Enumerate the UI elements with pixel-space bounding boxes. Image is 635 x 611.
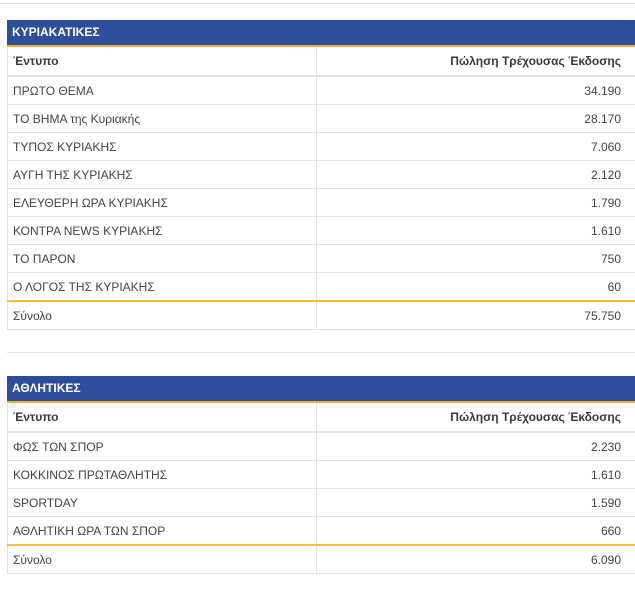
- total-value: 6.090: [316, 544, 635, 574]
- paper-name: SPORTDAY: [7, 488, 317, 517]
- table-row: ΕΛΕΥΘΕΡΗ ΩΡΑ ΚΥΡΙΑΚΗΣ 1.790: [7, 188, 635, 217]
- total-label: Σύνολο: [7, 544, 317, 574]
- paper-sales: 7.060: [316, 132, 635, 161]
- paper-name: ΑΥΓΗ ΤΗΣ ΚΥΡΙΑΚΗΣ: [7, 160, 317, 189]
- paper-name: ΤΟ ΠΑΡΟΝ: [7, 244, 317, 273]
- paper-sales: 1.790: [316, 188, 635, 217]
- section-title: ΑΘΛΗΤΙΚΕΣ: [7, 376, 635, 403]
- table-row: Ο ΛΟΓΟΣ ΤΗΣ ΚΥΡΙΑΚΗΣ 60: [7, 272, 635, 302]
- paper-name: ΑΘΛΗΤΙΚΗ ΩΡΑ ΤΩΝ ΣΠΟΡ: [7, 516, 317, 546]
- total-value: 75.750: [316, 300, 635, 330]
- paper-sales: 2.120: [316, 160, 635, 189]
- paper-sales: 60: [316, 272, 635, 302]
- sports-sales-table: Έντυπο Πώληση Τρέχουσας Έκδοσης ΦΩΣ ΤΩΝ …: [7, 403, 635, 574]
- column-header-sales: Πώληση Τρέχουσας Έκδοσης: [316, 47, 635, 77]
- total-row: Σύνολο 75.750: [7, 300, 635, 330]
- sports-papers-section: ΑΘΛΗΤΙΚΕΣ Έντυπο Πώληση Τρέχουσας Έκδοση…: [7, 376, 635, 574]
- sunday-sales-table: Έντυπο Πώληση Τρέχουσας Έκδοσης ΠΡΩΤΟ ΘΕ…: [7, 47, 635, 330]
- column-header-title: Έντυπο: [7, 403, 317, 433]
- paper-name: ΤΟ ΒΗΜΑ της Κυριακής: [7, 104, 317, 133]
- paper-sales: 1.610: [316, 460, 635, 489]
- table-row: ΚΟΚΚΙΝΟΣ ΠΡΩΤΑΘΛΗΤΗΣ 1.610: [7, 460, 635, 489]
- table-row: SPORTDAY 1.590: [7, 488, 635, 517]
- paper-sales: 28.170: [316, 104, 635, 133]
- paper-sales: 34.190: [316, 76, 635, 105]
- table-row: ΤΥΠΟΣ ΚΥΡΙΑΚΗΣ 7.060: [7, 132, 635, 161]
- paper-name: ΚΟΚΚΙΝΟΣ ΠΡΩΤΑΘΛΗΤΗΣ: [7, 460, 317, 489]
- table-row: ΚΟΝΤΡΑ NEWS ΚΥΡΙΑΚΗΣ 1.610: [7, 216, 635, 245]
- top-divider: [0, 3, 635, 4]
- paper-name: ΚΟΝΤΡΑ NEWS ΚΥΡΙΑΚΗΣ: [7, 216, 317, 245]
- total-label: Σύνολο: [7, 300, 317, 330]
- total-row: Σύνολο 6.090: [7, 544, 635, 574]
- paper-name: ΠΡΩΤΟ ΘΕΜΑ: [7, 76, 317, 105]
- table-row: ΦΩΣ ΤΩΝ ΣΠΟΡ 2.230: [7, 432, 635, 461]
- table-header-row: Έντυπο Πώληση Τρέχουσας Έκδοσης: [7, 47, 635, 77]
- table-row: ΤΟ ΠΑΡΟΝ 750: [7, 244, 635, 273]
- paper-name: ΦΩΣ ΤΩΝ ΣΠΟΡ: [7, 432, 317, 461]
- section-divider: [7, 352, 635, 353]
- table-row: ΑΘΛΗΤΙΚΗ ΩΡΑ ΤΩΝ ΣΠΟΡ 660: [7, 516, 635, 546]
- paper-name: ΤΥΠΟΣ ΚΥΡΙΑΚΗΣ: [7, 132, 317, 161]
- sunday-papers-section: ΚΥΡΙΑΚΑΤΙΚΕΣ Έντυπο Πώληση Τρέχουσας Έκδ…: [7, 20, 635, 330]
- paper-sales: 1.610: [316, 216, 635, 245]
- paper-sales: 1.590: [316, 488, 635, 517]
- section-title: ΚΥΡΙΑΚΑΤΙΚΕΣ: [7, 20, 635, 47]
- paper-sales: 2.230: [316, 432, 635, 461]
- paper-sales: 750: [316, 244, 635, 273]
- table-row: ΤΟ ΒΗΜΑ της Κυριακής 28.170: [7, 104, 635, 133]
- table-row: ΑΥΓΗ ΤΗΣ ΚΥΡΙΑΚΗΣ 2.120: [7, 160, 635, 189]
- column-header-sales: Πώληση Τρέχουσας Έκδοσης: [316, 403, 635, 433]
- column-header-title: Έντυπο: [7, 47, 317, 77]
- paper-sales: 660: [316, 516, 635, 546]
- table-header-row: Έντυπο Πώληση Τρέχουσας Έκδοσης: [7, 403, 635, 433]
- table-row: ΠΡΩΤΟ ΘΕΜΑ 34.190: [7, 76, 635, 105]
- paper-name: ΕΛΕΥΘΕΡΗ ΩΡΑ ΚΥΡΙΑΚΗΣ: [7, 188, 317, 217]
- paper-name: Ο ΛΟΓΟΣ ΤΗΣ ΚΥΡΙΑΚΗΣ: [7, 272, 317, 302]
